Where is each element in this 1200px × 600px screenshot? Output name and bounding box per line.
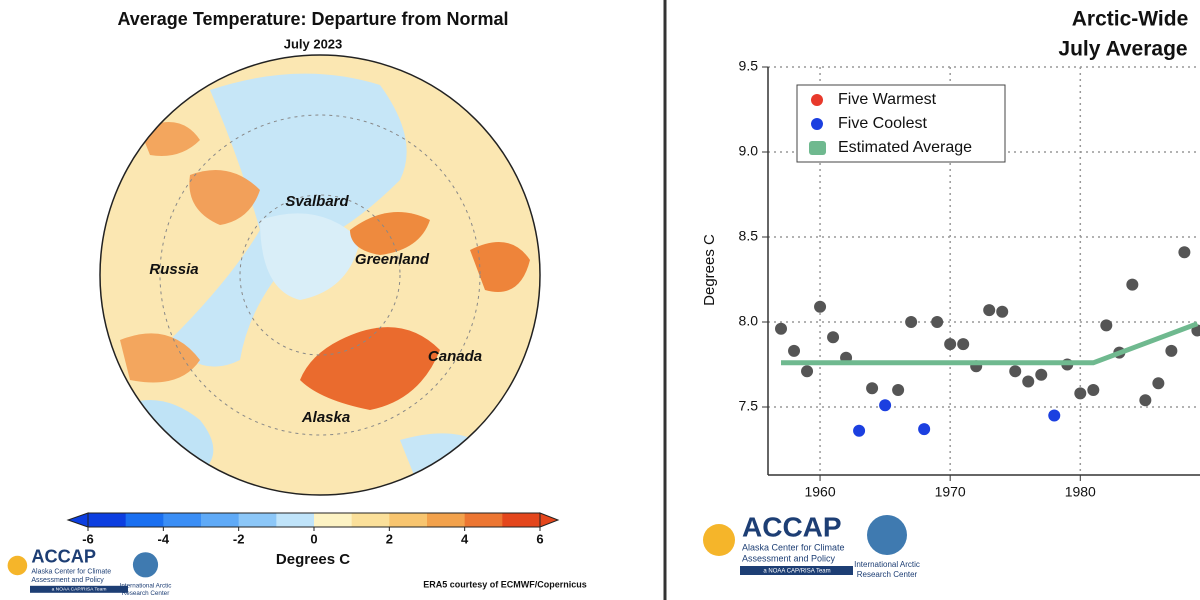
map-subtitle: July 2023	[284, 36, 343, 51]
colorbar-swatch	[314, 513, 353, 527]
point	[1139, 394, 1152, 407]
legend-box	[796, 84, 1006, 163]
colorbar-tick-label: -6	[82, 531, 94, 546]
polar-map	[100, 55, 540, 495]
average-line	[781, 321, 1199, 366]
point	[775, 322, 788, 335]
legend-swatch	[811, 118, 823, 130]
y-tick-label: 9.0	[739, 143, 759, 159]
legend-label: Estimated Average	[838, 139, 972, 156]
point	[1126, 278, 1139, 291]
y-tick-label: 7.5	[739, 398, 759, 414]
point	[1087, 384, 1100, 396]
colorbar-label: Degrees C	[276, 551, 350, 568]
y-tick-label: 8.5	[739, 228, 759, 244]
logo: ACCAP Alaska Center for Climate Assessme…	[7, 547, 172, 597]
colorbar-swatch	[201, 513, 240, 527]
colorbar-swatch	[88, 513, 127, 527]
colorbar-arrow	[66, 512, 89, 528]
logo-text: Research Center	[857, 570, 918, 579]
x-tick-label: 1980	[1065, 484, 1096, 500]
point	[944, 338, 957, 351]
point	[1035, 368, 1048, 381]
colorbar-swatch	[389, 513, 428, 527]
place-label: Greenland	[355, 251, 430, 268]
x-tick-label: 1970	[935, 484, 966, 500]
legend-label: Five Warmest	[838, 91, 937, 108]
colorbar-swatch	[502, 513, 541, 527]
logo-text: a NOAA CAP/RISA Team	[52, 587, 107, 593]
point	[1022, 375, 1035, 388]
point	[1165, 344, 1178, 357]
place-label: Alaska	[301, 409, 350, 426]
colorbar-tick-label: 2	[386, 531, 393, 546]
y-axis-label: Degrees C	[701, 234, 718, 306]
chart-title: July Average	[1058, 38, 1187, 61]
y-tick-label: 9.5	[739, 58, 759, 74]
place-label: Russia	[149, 261, 198, 278]
plot: 7.5 8.0 8.5 9.0 9.5 1960 1970 1980 Five Warmest F…	[739, 58, 1200, 500]
point	[827, 331, 840, 344]
point	[1048, 409, 1061, 422]
point	[918, 423, 931, 436]
colorbar-swatch	[427, 513, 466, 527]
point	[1100, 319, 1113, 332]
map-panel: Average Temperature: Departure from Norm…	[7, 9, 587, 597]
point	[931, 316, 944, 328]
point	[1152, 377, 1165, 390]
point	[983, 304, 996, 317]
logo-text: Research Center	[122, 590, 170, 597]
logo-text: ACCAP	[742, 511, 842, 542]
colorbar-swatch	[351, 513, 390, 527]
logo-text: Alaska Center for Climate	[742, 542, 845, 552]
point	[814, 300, 827, 313]
colorbar: -6 -4 -2 0 2 4 6	[66, 512, 560, 546]
point	[879, 399, 892, 412]
logo-text: ACCAP	[31, 547, 96, 567]
colorbar-swatch	[125, 513, 164, 527]
point	[788, 344, 801, 357]
point	[905, 316, 918, 328]
point	[866, 382, 879, 395]
point	[1178, 246, 1191, 259]
colorbar-arrow	[539, 512, 560, 528]
point	[801, 365, 814, 378]
colorbar-tick-label: -4	[158, 531, 170, 546]
logo-text: Alaska Center for Climate	[31, 569, 111, 576]
map-border	[99, 54, 541, 496]
y-tick-label: 8.0	[739, 313, 759, 329]
logo-text: Assessment and Policy	[31, 577, 104, 584]
colorbar-swatch	[238, 513, 277, 527]
place-label: Canada	[428, 348, 482, 365]
logo-text: Assessment and Policy	[742, 553, 836, 563]
logo-text: International Arctic	[854, 560, 920, 569]
colorbar-swatch	[276, 513, 315, 527]
legend-label: Five Coolest	[838, 115, 927, 132]
plot-area	[775, 246, 1200, 437]
logo-text: a NOAA CAP/RISA Team	[763, 569, 830, 575]
point	[892, 384, 905, 396]
x-tick-label: 1960	[804, 484, 835, 500]
point	[957, 338, 970, 351]
chart-title: Arctic-Wide	[1072, 8, 1189, 31]
point	[1009, 365, 1022, 378]
point	[996, 305, 1009, 318]
colorbar-tick-label: -2	[233, 531, 245, 546]
credit: ERA5 courtesy of ECMWF/Copernicus	[423, 579, 587, 589]
legend-swatch	[811, 94, 823, 106]
chart-panel: Arctic-Wide July Average Degrees C 7.5 8.…	[701, 8, 1200, 579]
point	[853, 424, 866, 437]
colorbar-swatch	[464, 513, 503, 527]
point	[1074, 387, 1087, 400]
map-title: Average Temperature: Departure from Norm…	[117, 9, 508, 29]
colorbar-tick-label: 0	[310, 531, 317, 546]
colorbar-swatch	[163, 513, 202, 527]
colorbar-tick-label: 6	[536, 531, 543, 546]
logo: ACCAP Alaska Center for Climate Assessme…	[703, 511, 920, 579]
place-label: Svalbard	[285, 193, 349, 210]
colorbar-tick-label: 4	[461, 531, 469, 546]
legend-swatch	[809, 141, 826, 155]
logo-text: International Arctic	[120, 582, 172, 589]
